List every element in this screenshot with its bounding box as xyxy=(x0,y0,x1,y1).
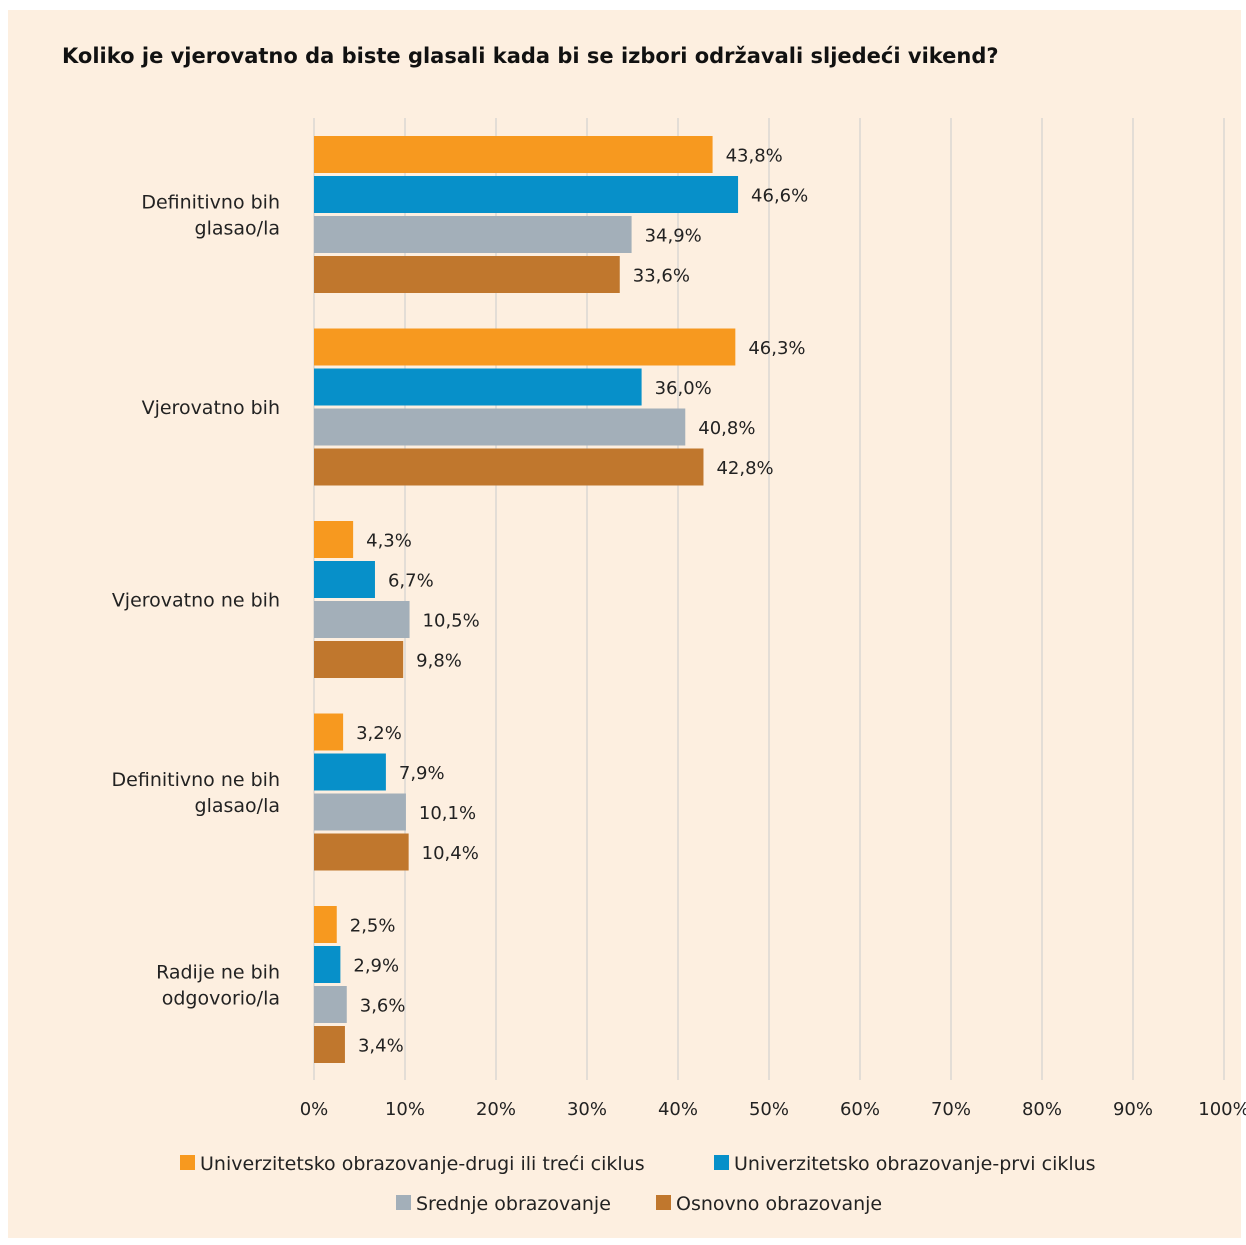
data-label: 3,4% xyxy=(358,1036,404,1057)
x-tick-label: 40% xyxy=(658,1099,698,1120)
legend-swatch xyxy=(714,1155,729,1170)
data-label: 36,0% xyxy=(655,378,712,399)
data-label: 10,1% xyxy=(419,803,476,824)
category-label: glasao/la xyxy=(195,795,280,817)
data-label: 2,9% xyxy=(353,956,399,977)
bar xyxy=(314,906,337,943)
category-label: odgovorio/la xyxy=(162,988,280,1010)
category-label: Definitivno ne bih xyxy=(112,769,280,791)
category-label: Vjerovatno ne bih xyxy=(112,590,280,612)
data-label: 3,6% xyxy=(360,996,406,1017)
bar xyxy=(314,256,620,293)
bar xyxy=(314,368,642,406)
bar xyxy=(314,448,704,486)
bar xyxy=(314,216,632,253)
category-label: Vjerovatno bih xyxy=(142,397,280,419)
legend-swatch xyxy=(180,1155,195,1170)
category-label: Radije ne bih xyxy=(156,962,280,984)
data-label: 3,2% xyxy=(356,723,402,744)
bar xyxy=(314,328,736,366)
bar xyxy=(314,408,686,446)
legend-label: Univerzitetsko obrazovanje-prvi ciklus xyxy=(734,1153,1096,1175)
legend-label: Srednje obrazovanje xyxy=(416,1193,611,1215)
x-tick-label: 80% xyxy=(1022,1099,1062,1120)
chart-background xyxy=(8,10,1241,1238)
x-tick-label: 90% xyxy=(1113,1099,1153,1120)
data-label: 2,5% xyxy=(350,916,396,937)
data-label: 43,8% xyxy=(726,146,783,167)
chart-title: Koliko je vjerovatno da biste glasali ka… xyxy=(62,44,999,68)
legend-swatch xyxy=(656,1195,671,1210)
legend-swatch xyxy=(396,1195,411,1210)
x-tick-label: 50% xyxy=(749,1099,789,1120)
bar xyxy=(314,793,406,831)
bar xyxy=(314,561,375,598)
bar xyxy=(314,713,344,751)
x-tick-label: 10% xyxy=(385,1099,425,1120)
x-tick-label: 30% xyxy=(567,1099,607,1120)
x-tick-label: 60% xyxy=(840,1099,880,1120)
data-label: 33,6% xyxy=(633,266,690,287)
data-label: 10,4% xyxy=(422,843,479,864)
x-tick-label: 0% xyxy=(300,1099,329,1120)
bar xyxy=(314,833,409,871)
bar xyxy=(314,1026,345,1063)
data-label: 4,3% xyxy=(366,531,412,552)
category-label: Definitivno bih xyxy=(141,192,280,214)
data-label: 40,8% xyxy=(698,418,755,439)
bar xyxy=(314,521,354,558)
data-label: 10,5% xyxy=(423,611,480,632)
bar xyxy=(314,176,739,213)
data-label: 46,6% xyxy=(751,186,808,207)
bar xyxy=(314,136,713,173)
x-tick-label: 100% xyxy=(1198,1099,1246,1120)
bar xyxy=(314,753,386,791)
category-label: glasao/la xyxy=(195,218,280,240)
data-label: 34,9% xyxy=(645,226,702,247)
data-label: 46,3% xyxy=(748,338,805,359)
x-tick-label: 20% xyxy=(476,1099,516,1120)
data-label: 7,9% xyxy=(399,763,445,784)
data-label: 42,8% xyxy=(716,458,773,479)
bar xyxy=(314,641,404,678)
x-tick-label: 70% xyxy=(931,1099,971,1120)
legend-label: Univerzitetsko obrazovanje-drugi ili tre… xyxy=(200,1153,645,1175)
bar xyxy=(314,986,347,1023)
data-label: 9,8% xyxy=(416,651,462,672)
bar xyxy=(314,946,341,983)
legend-label: Osnovno obrazovanje xyxy=(676,1193,882,1215)
bar xyxy=(314,601,410,638)
data-label: 6,7% xyxy=(388,571,434,592)
